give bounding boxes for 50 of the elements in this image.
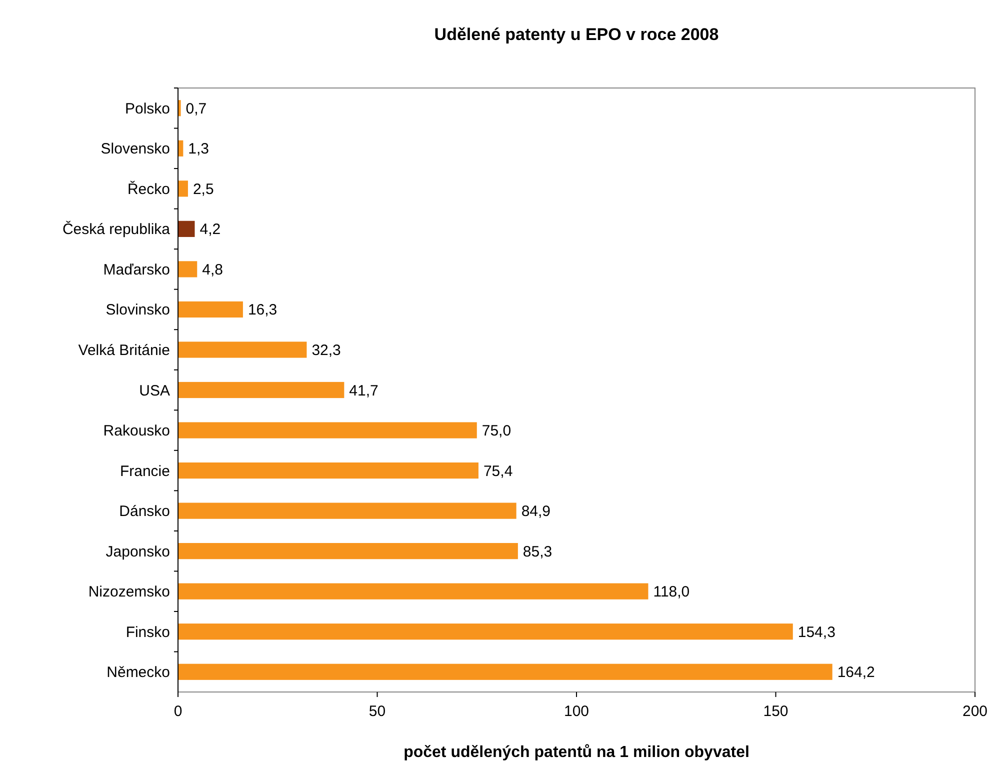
x-tick-label: 50 (368, 703, 386, 720)
bar (178, 664, 832, 680)
bar (178, 180, 188, 197)
y-tick-label: Rakousko (103, 422, 170, 440)
y-tick-label: Japonsko (106, 543, 170, 560)
x-axis-title: počet udělených patentů na 1 milion obyvatel (404, 744, 750, 761)
data-label: 0,7 (186, 100, 207, 118)
y-tick-label: Dánsko (119, 503, 170, 520)
data-label: 118,0 (653, 584, 690, 601)
bar (178, 422, 477, 438)
x-tick-label: 200 (962, 703, 988, 720)
bar (178, 462, 478, 479)
bar (178, 261, 198, 278)
x-tick-label: 0 (174, 703, 182, 720)
data-label: 4,8 (202, 261, 223, 278)
y-tick-label: Slovensko (100, 140, 170, 158)
data-label: 1,3 (188, 140, 210, 158)
bar (178, 342, 307, 358)
y-tick-label: Nizozemsko (88, 584, 170, 601)
data-label: 154,3 (798, 624, 836, 641)
data-label: 4,2 (200, 221, 221, 238)
y-tick-label: Francie (120, 462, 170, 480)
chart-title: Udělené patenty u EPO v roce 2008 (434, 25, 719, 44)
bar (178, 543, 518, 560)
data-label: 32,3 (312, 342, 341, 359)
x-tick-label: 150 (763, 703, 788, 720)
data-label: 2,5 (192, 180, 214, 198)
data-label: 164,2 (837, 664, 875, 682)
bar (178, 220, 195, 237)
y-tick-label: Řecko (127, 180, 170, 198)
y-tick-label: Německo (106, 664, 170, 682)
x-tick-label: 100 (564, 703, 590, 720)
data-label: 41,7 (349, 382, 378, 400)
bar (178, 382, 344, 398)
y-tick-label: Maďarsko (103, 261, 170, 278)
y-tick-label: Velká Británie (78, 342, 170, 359)
y-tick-label: Slovinsko (106, 302, 170, 319)
bar (178, 301, 243, 318)
y-tick-label: Česká republika (62, 220, 171, 238)
y-tick-label: USA (139, 382, 170, 400)
data-label: 16,3 (248, 302, 278, 319)
data-label: 85,3 (522, 543, 552, 560)
bar (178, 583, 648, 600)
data-label: 75,0 (482, 422, 512, 440)
y-tick-label: Polsko (124, 100, 170, 118)
data-label: 84,9 (521, 503, 551, 520)
bar (178, 502, 516, 519)
y-tick-label: Finsko (126, 624, 170, 641)
data-label: 75,4 (483, 462, 513, 480)
bar (178, 624, 793, 640)
